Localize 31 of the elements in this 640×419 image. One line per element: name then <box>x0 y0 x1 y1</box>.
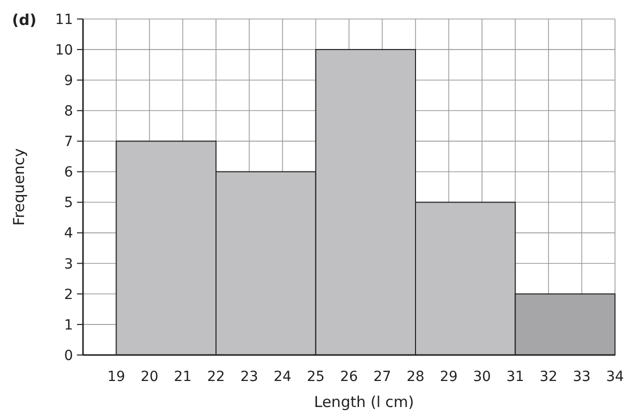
x-tick-label: 31 <box>506 369 524 385</box>
x-tick-label: 23 <box>240 369 258 385</box>
x-tick-label: 22 <box>207 369 225 385</box>
y-tick-label: 9 <box>64 72 73 89</box>
y-tick-label: 10 <box>55 42 73 58</box>
y-tick-label: 11 <box>55 12 73 28</box>
y-axis-title: Frequency <box>10 148 28 226</box>
x-tick-label: 29 <box>440 369 458 385</box>
x-tick-label: 24 <box>274 369 292 385</box>
x-tick-label: 32 <box>540 369 558 385</box>
chart-title: (d) <box>12 11 36 29</box>
y-tick-label: 4 <box>64 226 74 242</box>
x-tick-label: 21 <box>174 369 192 385</box>
y-tick-label: 0 <box>64 348 73 364</box>
y-tick-label: 8 <box>64 104 73 120</box>
y-tick-label: 1 <box>64 317 73 334</box>
x-tick-label: 27 <box>373 369 392 385</box>
x-tick-label: 19 <box>107 369 126 385</box>
x-axis-title: Length (l cm) <box>314 393 414 411</box>
y-tick-label: 7 <box>64 134 73 150</box>
x-tick-label: 33 <box>572 369 591 385</box>
y-tick-label: 2 <box>64 286 73 303</box>
x-tick-label: 25 <box>306 369 325 385</box>
y-tick-label: 5 <box>64 195 73 212</box>
x-tick-label: 28 <box>406 369 424 385</box>
x-tick-label: 26 <box>340 369 358 385</box>
y-tick-label: 3 <box>64 256 73 272</box>
x-tick-label: 30 <box>473 369 491 385</box>
x-tick-label: 34 <box>606 369 624 385</box>
y-tick-label: 6 <box>64 164 74 181</box>
x-tick-label: 20 <box>140 369 158 385</box>
